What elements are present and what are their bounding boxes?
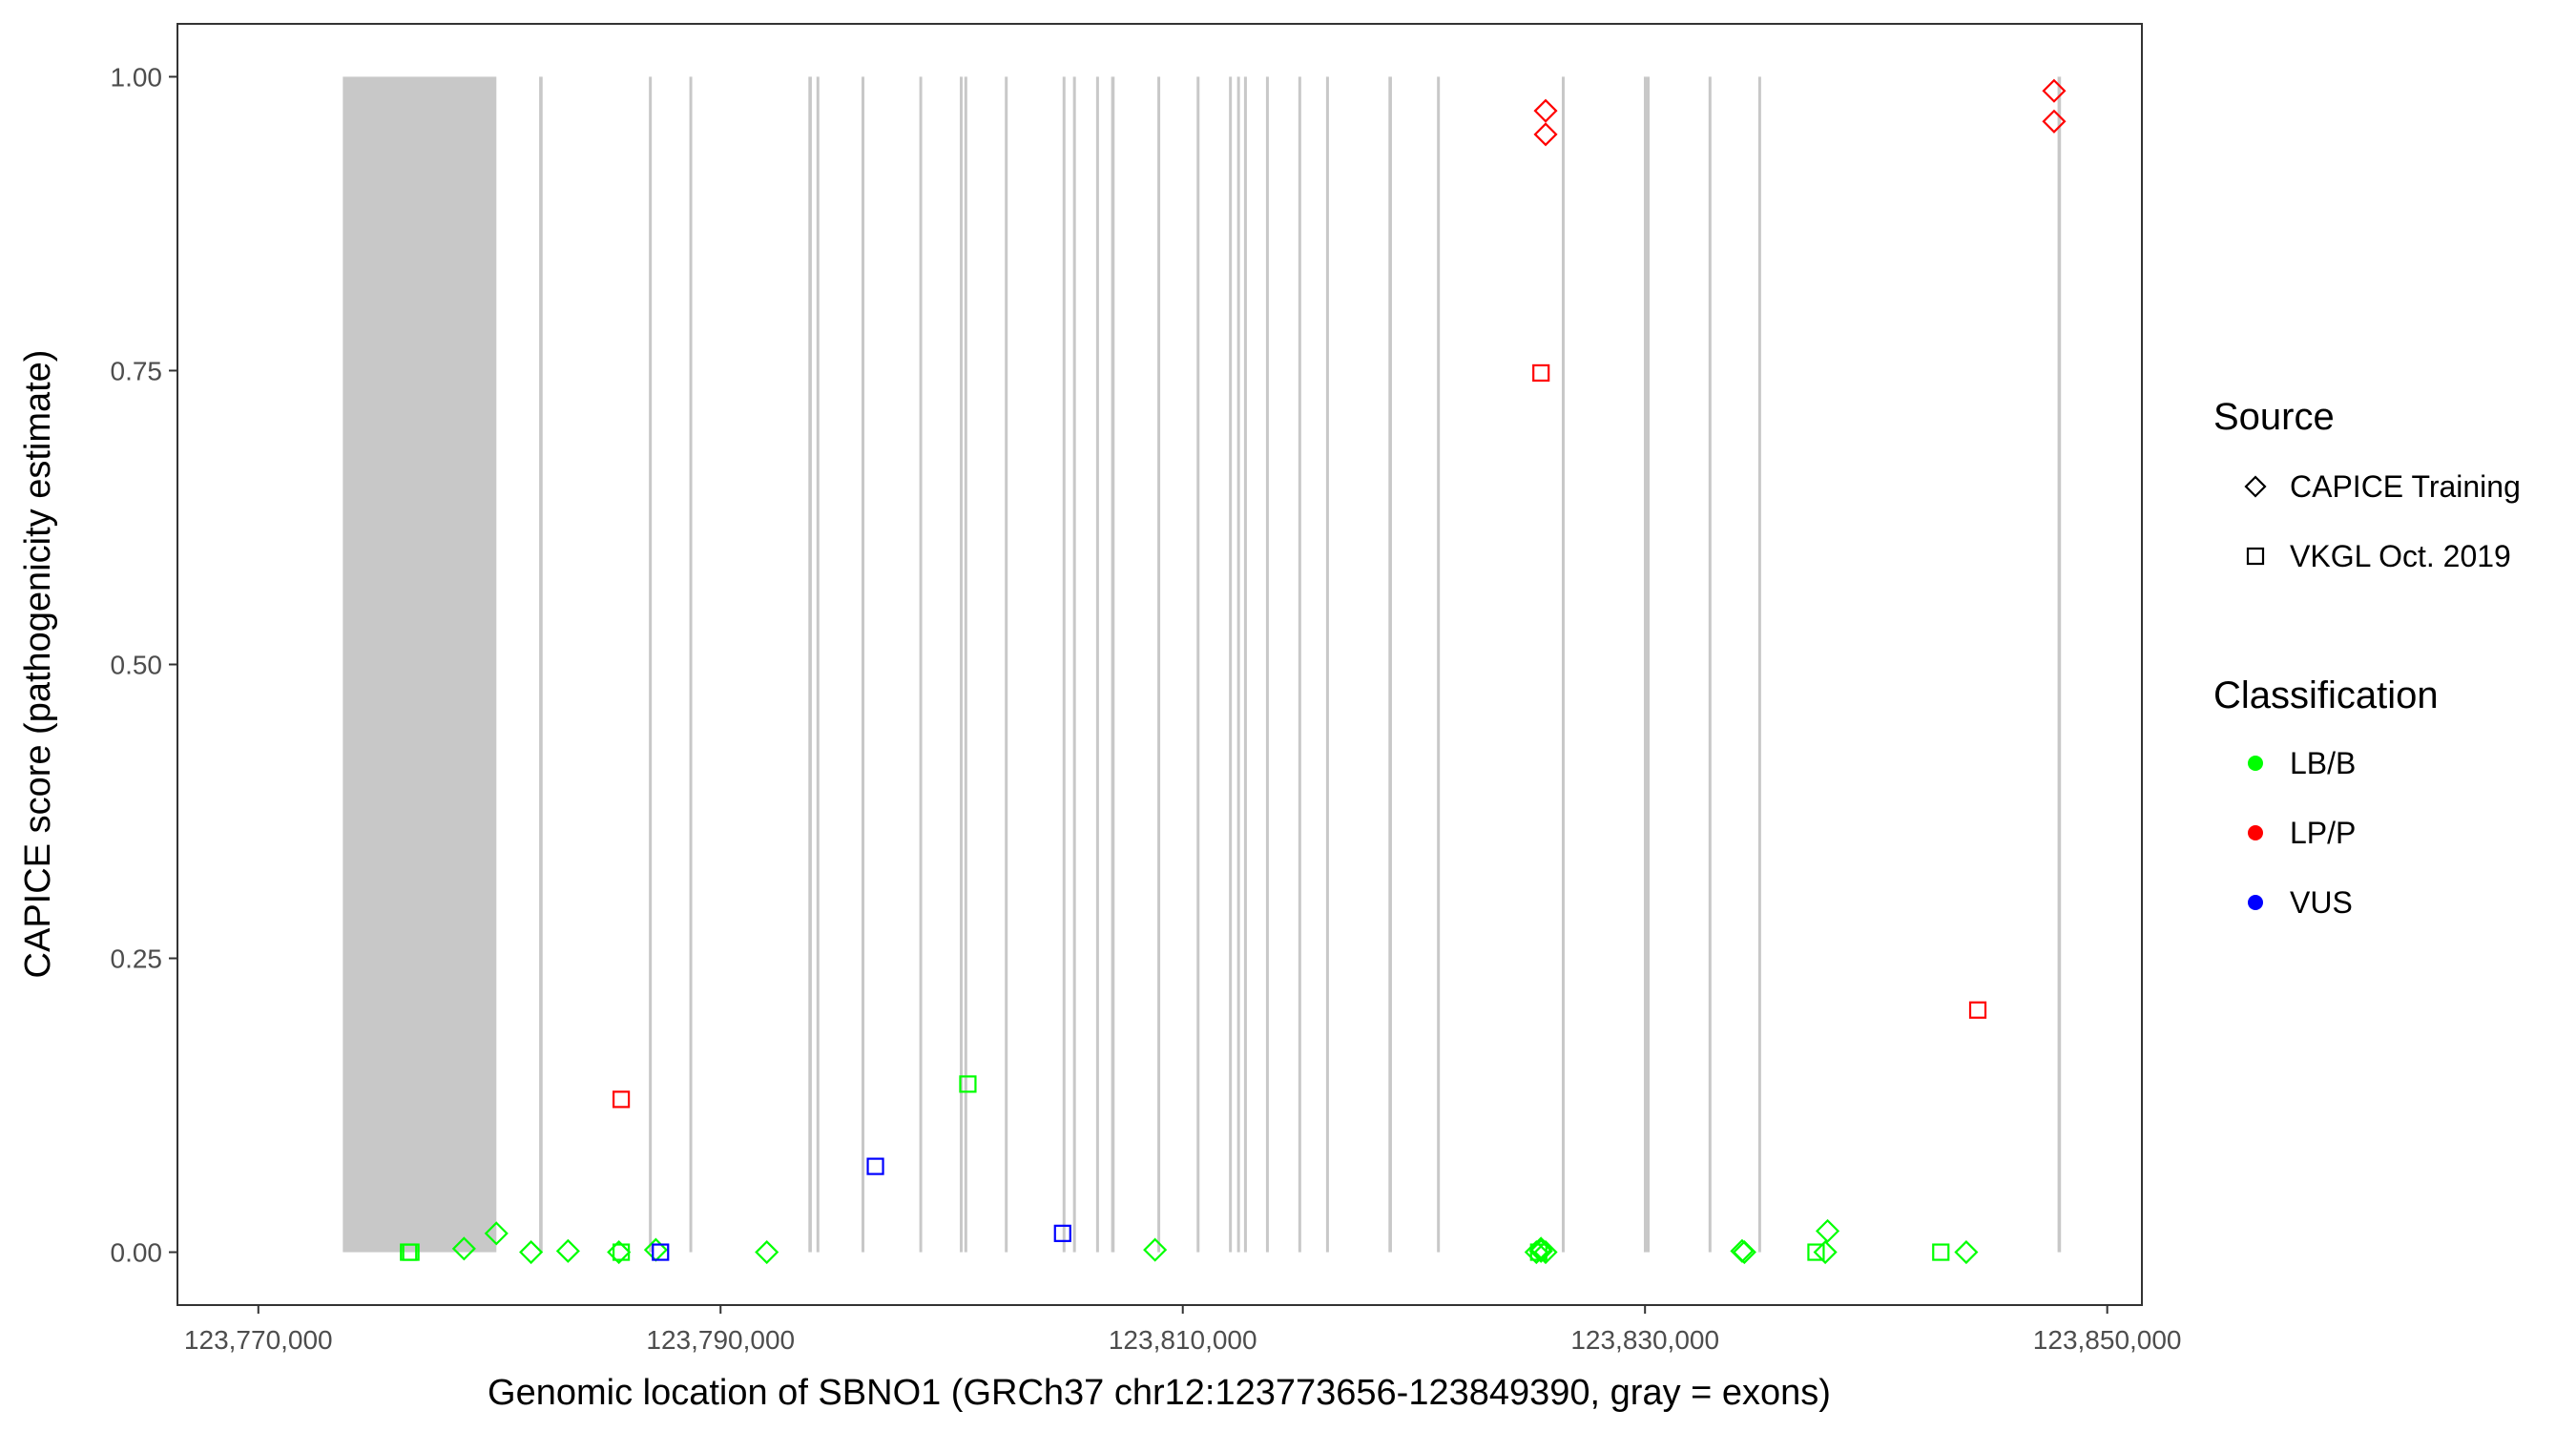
exon-band [1157,76,1161,1253]
exon-band [1325,76,1329,1253]
data-point-diamond [1813,1239,1838,1265]
exon-band [1561,76,1565,1253]
data-point-diamond [519,1239,544,1265]
exon-band [1265,76,1269,1253]
data-point-square [1807,1243,1825,1261]
legend-key-dot [2248,895,2263,910]
exon-band [343,76,497,1253]
exon-band [1298,76,1301,1253]
y-tick-label: 0.00 [111,1238,163,1268]
exon-band [808,76,812,1253]
exon-band [1229,76,1233,1253]
data-point-diamond [1533,98,1558,123]
data-point-diamond [1533,122,1558,147]
exon-band [1643,76,1651,1253]
x-tick-label: 123,850,000 [2033,1325,2182,1355]
exon-band [1072,76,1076,1253]
exon-band [1757,76,1761,1253]
exon-band [1236,76,1240,1253]
data-point-square [959,1075,977,1093]
exon-band [1708,76,1712,1253]
exon-band [862,76,865,1253]
legend-classification-title: Classification [2213,674,2439,716]
data-point-diamond [607,1239,632,1265]
data-point-diamond [451,1236,476,1261]
exon-band [919,76,923,1253]
legend-label: CAPICE Training [2290,469,2521,504]
data-point-diamond [1816,1218,1840,1243]
exon-band [649,76,653,1253]
x-tick-label: 123,830,000 [1570,1325,1719,1355]
data-points [400,78,2067,1265]
exon-band [1062,76,1066,1253]
exon-band [1243,76,1247,1253]
legend-label: LB/B [2290,746,2356,780]
legend-key-dot [2248,825,2263,840]
data-point-diamond [484,1221,509,1246]
exon-band [964,76,967,1253]
exon-band [1388,76,1392,1253]
exon-band [539,76,543,1253]
data-point-diamond [755,1239,779,1265]
exon-band [959,76,963,1253]
exon-band [816,76,820,1253]
exon-band [689,76,693,1253]
exon-band [1095,76,1099,1253]
data-point-square [1968,1001,1987,1019]
y-tick-label: 0.25 [111,944,163,974]
legend: Source CAPICE Training VKGL Oct. 2019 Cla… [2213,396,2521,920]
legend-label: LP/P [2290,816,2356,850]
legend-key-dot [2248,756,2263,771]
x-tick-label: 123,770,000 [184,1325,333,1355]
data-point-square [652,1243,670,1261]
y-tick-label: 1.00 [111,62,163,92]
exon-bands [343,76,2062,1253]
legend-key-diamond [2244,475,2267,498]
legend-key-square [2246,547,2265,566]
axes: 0.00 0.25 0.50 0.75 1.00 123,770,000 123,790,0… [111,62,2182,1355]
x-tick-label: 123,790,000 [646,1325,795,1355]
data-point-diamond [1143,1237,1168,1262]
legend-label: VKGL Oct. 2019 [2290,539,2511,573]
data-point-diamond [1533,1239,1558,1265]
data-point-square [1932,1243,1950,1261]
data-point-diamond [2042,109,2067,134]
y-tick-label: 0.75 [111,356,163,385]
exon-band [1005,76,1008,1253]
data-point-square [1529,1243,1548,1261]
data-point-diamond [1730,1238,1755,1263]
x-axis-title: Genomic location of SBNO1 (GRCh37 chr12:… [488,1373,1831,1413]
exon-band [2057,76,2062,1253]
legend-source-title: Source [2213,396,2335,438]
data-point-square [866,1157,884,1175]
y-tick-label: 0.50 [111,651,163,680]
exon-band [1437,76,1441,1253]
data-point-diamond [1954,1239,1979,1265]
data-point-square [1053,1224,1071,1242]
exon-band [1111,76,1115,1253]
y-axis-title: CAPICE score (pathogenicity estimate) [18,350,58,979]
data-point-square [402,1243,420,1261]
legend-label: VUS [2290,885,2353,920]
data-point-diamond [555,1238,580,1263]
data-point-square [1532,363,1550,383]
data-point-square [612,1090,631,1109]
exon-band [1196,76,1200,1253]
data-point-diamond [2042,78,2067,103]
data-point-diamond [643,1237,668,1262]
data-point-square [612,1243,631,1261]
x-tick-label: 123,810,000 [1109,1325,1257,1355]
data-point-diamond [1528,1238,1553,1263]
